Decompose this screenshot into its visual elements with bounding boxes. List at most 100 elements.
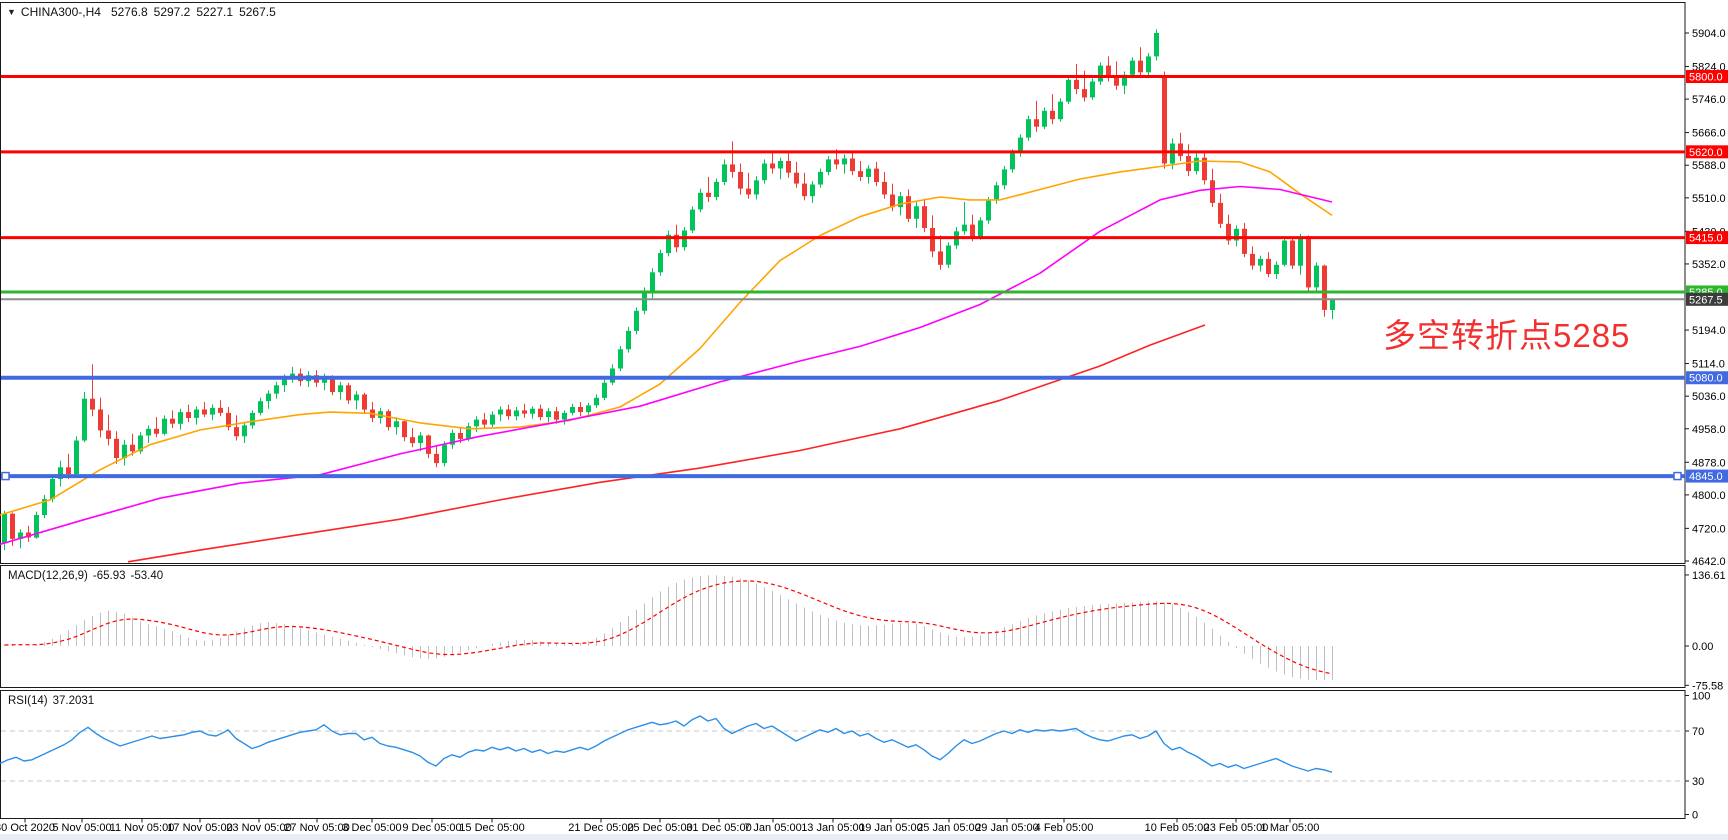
time-tick-label: 30 Oct 2020 — [0, 822, 55, 834]
candle-body — [786, 161, 791, 173]
candle-body — [1290, 240, 1295, 266]
candle-body — [210, 407, 215, 415]
macd-axis-label: 0.00 — [1692, 641, 1713, 653]
candle-body — [1106, 65, 1111, 78]
candle-body — [426, 435, 431, 454]
current-price-badge-label: 5267.5 — [1689, 294, 1723, 306]
candle-body — [266, 393, 271, 402]
candle-body — [1066, 79, 1071, 102]
price-axis: 5904.05824.05746.05666.05588.05510.05430… — [1685, 28, 1728, 822]
candle-body — [1146, 56, 1151, 73]
candle-body — [602, 382, 607, 398]
time-tick-label: 15 Dec 05:00 — [459, 822, 524, 834]
price-high: 5297.2 — [153, 5, 191, 19]
candle-body — [1322, 265, 1327, 310]
candle-body — [962, 224, 967, 232]
candle-body — [514, 410, 519, 417]
candle-body — [1034, 119, 1039, 127]
candle-body — [1210, 180, 1215, 203]
price-badge — [1686, 469, 1728, 483]
annotation-text: 多空转折点5285 — [1383, 317, 1631, 354]
time-tick-label: 21 Dec 05:00 — [568, 822, 633, 834]
candle-body — [722, 164, 727, 182]
candle-body — [586, 405, 591, 413]
price-badge — [1686, 231, 1728, 245]
candle-body — [714, 181, 719, 197]
candle-body — [1058, 101, 1063, 120]
footer-strip — [0, 834, 1728, 840]
price-tick-label: 5510.0 — [1692, 193, 1726, 205]
price-tick-label: 4878.0 — [1692, 457, 1726, 469]
candle-body — [642, 290, 647, 311]
candle-body — [50, 479, 55, 500]
candle-body — [634, 310, 639, 331]
price-badge-label: 4845.0 — [1689, 471, 1723, 483]
candle-body — [1170, 143, 1175, 164]
candle-body — [330, 376, 335, 392]
candle-body — [458, 433, 463, 439]
price-badge-label: 5800.0 — [1689, 72, 1723, 84]
candle-body — [290, 373, 295, 378]
time-tick-label: 9 Dec 05:00 — [402, 822, 461, 834]
time-tick-label: 27 Nov 05:00 — [284, 822, 349, 834]
candle-body — [658, 253, 663, 273]
candle-body — [386, 411, 391, 428]
candle-body — [34, 515, 39, 538]
candle-body — [530, 408, 535, 414]
candle-body — [882, 181, 887, 195]
candle-body — [1282, 240, 1287, 265]
candle-body — [978, 220, 983, 238]
rsi-name: RSI(14) — [8, 695, 48, 707]
candle-body — [250, 412, 255, 426]
candle-body — [570, 407, 575, 413]
candle-body — [1002, 169, 1007, 186]
candle-body — [594, 397, 599, 406]
price-close: 5267.5 — [239, 5, 276, 19]
candle-body — [930, 228, 935, 252]
time-tick-label: 19 Jan 05:00 — [859, 822, 923, 834]
candle-body — [130, 444, 135, 452]
candle-body — [706, 192, 711, 197]
candle-body — [434, 453, 439, 464]
hline-handle-right[interactable] — [1673, 471, 1682, 481]
price-badge-label: 5415.0 — [1689, 233, 1723, 245]
rsi-value: 37.2031 — [52, 695, 95, 707]
candle-body — [1082, 89, 1087, 98]
candle-body — [666, 234, 671, 254]
symbol-dropdown-icon[interactable]: ▼ — [7, 7, 16, 17]
price-tick-label: 5194.0 — [1692, 325, 1726, 337]
macd-panel[interactable] — [0, 565, 1686, 688]
candle-body — [18, 532, 23, 539]
price-tick-label: 5904.0 — [1692, 28, 1726, 40]
candle-body — [322, 376, 327, 383]
candle-body — [1258, 258, 1263, 266]
macd-main-value: -65.93 — [92, 570, 126, 582]
time-tick-label: 17 Nov 05:00 — [167, 822, 232, 834]
candle-body — [818, 171, 823, 185]
rsi-panel[interactable] — [0, 690, 1686, 819]
candle-body — [874, 168, 879, 182]
candle-body — [114, 438, 119, 458]
candle-body — [1314, 265, 1319, 288]
candle-body — [1026, 119, 1031, 138]
candle-body — [698, 192, 703, 210]
price-badge-label: 5620.0 — [1689, 147, 1723, 159]
candle-body — [1202, 157, 1207, 181]
candle-body — [610, 368, 615, 383]
candle-body — [162, 418, 167, 434]
main-chart-panel[interactable] — [0, 2, 1686, 564]
candle-body — [898, 196, 903, 208]
hline-handle-left[interactable] — [1, 471, 10, 481]
candle-body — [410, 437, 415, 444]
time-tick-label: 1 Mar 05:00 — [1261, 822, 1320, 834]
candle-body — [578, 407, 583, 412]
candle-body — [626, 330, 631, 350]
candle-body — [346, 385, 351, 401]
ma-mid-line — [0, 185, 1333, 546]
candle-body — [178, 412, 183, 424]
candle-body — [650, 272, 655, 291]
candle-body — [858, 171, 863, 177]
time-tick-label: 4 Feb 05:00 — [1035, 822, 1094, 834]
candle-body — [906, 196, 911, 219]
